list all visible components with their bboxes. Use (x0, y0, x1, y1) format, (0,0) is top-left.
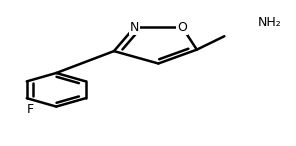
Text: NH₂: NH₂ (258, 16, 281, 29)
Text: N: N (130, 20, 139, 34)
Text: O: O (177, 20, 187, 34)
Text: F: F (27, 103, 34, 116)
